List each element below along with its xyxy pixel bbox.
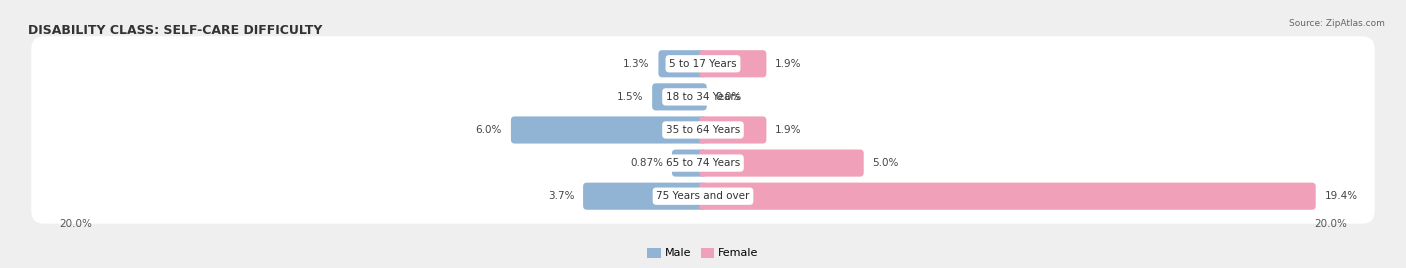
FancyBboxPatch shape	[672, 150, 707, 177]
FancyBboxPatch shape	[31, 102, 1375, 158]
Text: 65 to 74 Years: 65 to 74 Years	[666, 158, 740, 168]
FancyBboxPatch shape	[658, 50, 707, 77]
Text: Source: ZipAtlas.com: Source: ZipAtlas.com	[1289, 19, 1385, 28]
FancyBboxPatch shape	[699, 50, 766, 77]
FancyBboxPatch shape	[652, 83, 707, 110]
Text: 0.0%: 0.0%	[716, 92, 742, 102]
Text: 75 Years and over: 75 Years and over	[657, 191, 749, 201]
Text: 6.0%: 6.0%	[475, 125, 502, 135]
Text: 3.7%: 3.7%	[548, 191, 574, 201]
FancyBboxPatch shape	[510, 116, 707, 144]
FancyBboxPatch shape	[31, 136, 1375, 191]
Text: 1.9%: 1.9%	[775, 125, 801, 135]
FancyBboxPatch shape	[699, 183, 1316, 210]
Text: 1.5%: 1.5%	[617, 92, 644, 102]
Text: DISABILITY CLASS: SELF-CARE DIFFICULTY: DISABILITY CLASS: SELF-CARE DIFFICULTY	[28, 24, 322, 38]
FancyBboxPatch shape	[31, 69, 1375, 124]
Text: 1.3%: 1.3%	[623, 59, 650, 69]
Text: 5 to 17 Years: 5 to 17 Years	[669, 59, 737, 69]
FancyBboxPatch shape	[31, 36, 1375, 91]
Text: 19.4%: 19.4%	[1324, 191, 1358, 201]
FancyBboxPatch shape	[699, 116, 766, 144]
Text: 35 to 64 Years: 35 to 64 Years	[666, 125, 740, 135]
Text: 18 to 34 Years: 18 to 34 Years	[666, 92, 740, 102]
Text: 0.87%: 0.87%	[630, 158, 664, 168]
FancyBboxPatch shape	[699, 150, 863, 177]
Text: 5.0%: 5.0%	[873, 158, 898, 168]
Text: 1.9%: 1.9%	[775, 59, 801, 69]
FancyBboxPatch shape	[583, 183, 707, 210]
FancyBboxPatch shape	[31, 169, 1375, 224]
Legend: Male, Female: Male, Female	[643, 243, 763, 263]
